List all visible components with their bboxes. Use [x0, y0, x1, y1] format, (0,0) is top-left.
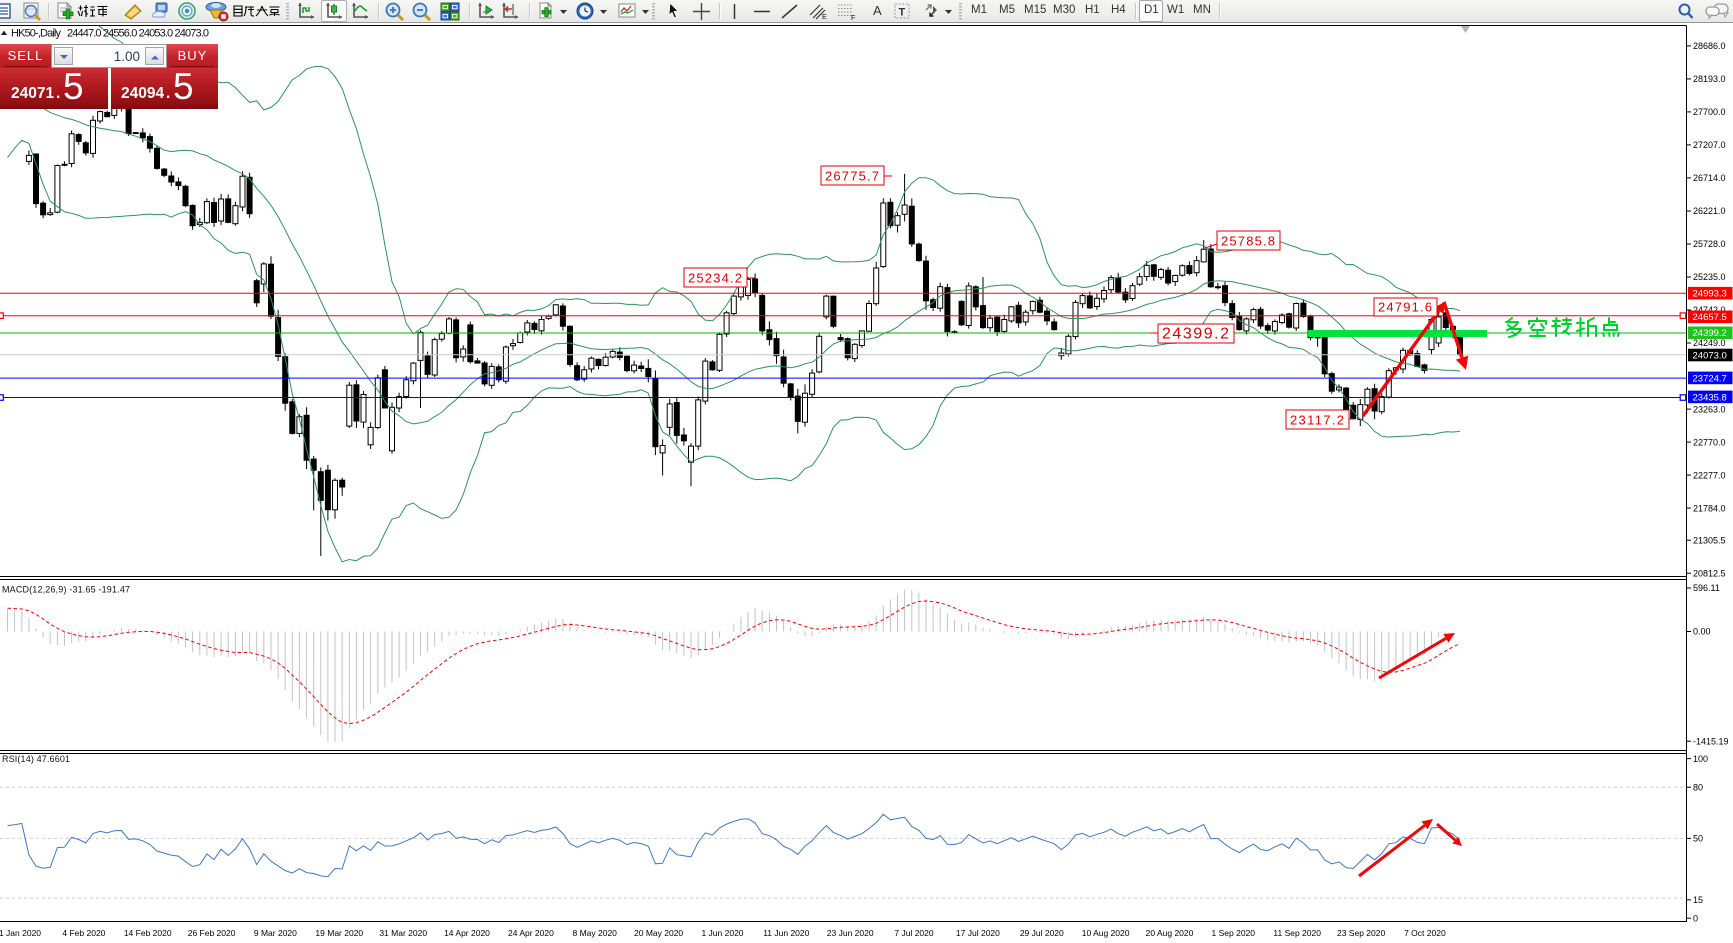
svg-text:21305.5: 21305.5 [1693, 535, 1726, 545]
svg-text:8 May 2020: 8 May 2020 [572, 928, 617, 938]
svg-text:24249.0: 24249.0 [1693, 338, 1726, 348]
svg-text:23 Jun 2020: 23 Jun 2020 [827, 928, 874, 938]
svg-text:28193.0: 28193.0 [1693, 74, 1726, 84]
svg-text:27700.0: 27700.0 [1693, 107, 1726, 117]
svg-text:11 Sep 2020: 11 Sep 2020 [1273, 928, 1321, 938]
svg-text:24 Apr 2020: 24 Apr 2020 [508, 928, 554, 938]
svg-text:24742.0: 24742.0 [1693, 305, 1726, 315]
svg-text:20 Aug 2020: 20 Aug 2020 [1146, 928, 1194, 938]
svg-text:23 Sep 2020: 23 Sep 2020 [1337, 928, 1385, 938]
svg-text:22277.0: 22277.0 [1693, 470, 1726, 480]
svg-text:23117.2: 23117.2 [1290, 413, 1344, 428]
svg-text:7 Jul 2020: 7 Jul 2020 [894, 928, 933, 938]
svg-text:HK50-,Daily: HK50-,Daily [11, 28, 62, 40]
svg-text:0.00: 0.00 [1693, 627, 1711, 637]
svg-text:22770.0: 22770.0 [1693, 437, 1726, 447]
svg-text:24399.2: 24399.2 [1162, 326, 1229, 343]
svg-text:24073.0: 24073.0 [1693, 350, 1727, 361]
svg-text:27207.0: 27207.0 [1693, 140, 1726, 150]
svg-text:7 Oct 2020: 7 Oct 2020 [1404, 928, 1446, 938]
svg-text:1 Jun 2020: 1 Jun 2020 [701, 928, 743, 938]
svg-text:26 Feb 2020: 26 Feb 2020 [188, 928, 236, 938]
svg-text:4 Feb 2020: 4 Feb 2020 [62, 928, 105, 938]
svg-text:80: 80 [1693, 782, 1703, 792]
svg-text:25234.2: 25234.2 [688, 271, 742, 286]
svg-text:14 Apr 2020: 14 Apr 2020 [444, 928, 490, 938]
svg-text:14 Feb 2020: 14 Feb 2020 [124, 928, 172, 938]
svg-text:17 Jul 2020: 17 Jul 2020 [956, 928, 1000, 938]
svg-text:24791.6: 24791.6 [1378, 300, 1432, 315]
svg-text:11 Jun 2020: 11 Jun 2020 [763, 928, 809, 938]
svg-text:24657.5: 24657.5 [1693, 312, 1727, 323]
svg-text:MACD(12,26,9) -31.65 -191.47: MACD(12,26,9) -31.65 -191.47 [2, 585, 130, 595]
svg-text:15: 15 [1693, 895, 1703, 905]
svg-text:23724.7: 23724.7 [1693, 373, 1727, 384]
svg-text:24399.2: 24399.2 [1693, 328, 1727, 339]
svg-text:23435.8: 23435.8 [1693, 392, 1727, 403]
svg-text:20 May 2020: 20 May 2020 [634, 928, 683, 938]
svg-text:1 Sep 2020: 1 Sep 2020 [1212, 928, 1256, 938]
svg-text:E: E [822, 14, 827, 21]
svg-text:F: F [851, 15, 855, 21]
svg-text:31 Mar 2020: 31 Mar 2020 [379, 928, 427, 938]
svg-text:0: 0 [1693, 913, 1698, 923]
svg-text:29 Jul 2020: 29 Jul 2020 [1020, 928, 1064, 938]
svg-text:25785.8: 25785.8 [1221, 234, 1275, 249]
svg-text:26775.7: 26775.7 [825, 169, 879, 184]
svg-text:100: 100 [1693, 754, 1708, 764]
svg-text:24447.0 24556.0 24053.0 24073.: 24447.0 24556.0 24053.0 24073.0 [67, 28, 209, 40]
svg-text:25235.0: 25235.0 [1693, 272, 1726, 282]
svg-text:9 Mar 2020: 9 Mar 2020 [254, 928, 297, 938]
svg-text:26714.0: 26714.0 [1693, 173, 1726, 183]
svg-text:23263.0: 23263.0 [1693, 404, 1726, 414]
svg-text:20812.5: 20812.5 [1693, 568, 1726, 578]
svg-text:10 Aug 2020: 10 Aug 2020 [1082, 928, 1130, 938]
svg-text:24993.3: 24993.3 [1693, 289, 1727, 300]
svg-text:1 Jan 2020: 1 Jan 2020 [0, 928, 41, 938]
svg-text:25728.0: 25728.0 [1693, 239, 1726, 249]
svg-text:21784.0: 21784.0 [1693, 503, 1726, 513]
svg-text:-1415.19: -1415.19 [1693, 736, 1729, 746]
svg-text:50: 50 [1693, 834, 1703, 844]
svg-text:19 Mar 2020: 19 Mar 2020 [315, 928, 363, 938]
svg-text:T: T [899, 7, 906, 19]
svg-text:RSI(14) 47.6601: RSI(14) 47.6601 [2, 754, 70, 764]
svg-text:26221.0: 26221.0 [1693, 206, 1726, 216]
svg-text:596.11: 596.11 [1693, 583, 1720, 593]
svg-text:28686.0: 28686.0 [1693, 41, 1726, 51]
